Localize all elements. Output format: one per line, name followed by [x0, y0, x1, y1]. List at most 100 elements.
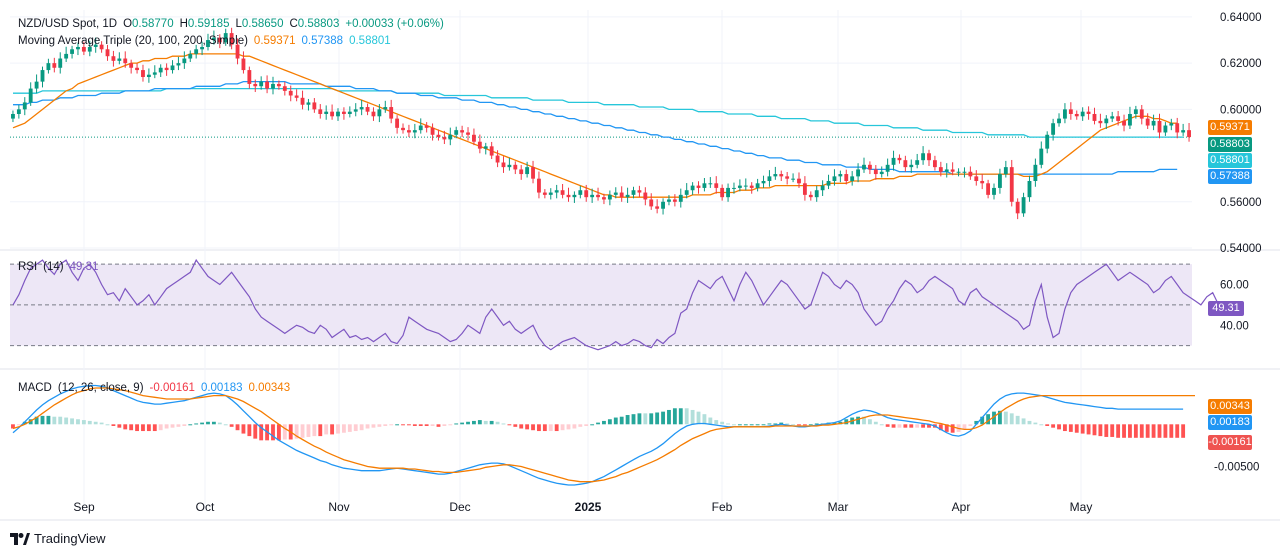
macd-hist-bar: [1068, 424, 1073, 432]
candle-body: [259, 81, 264, 87]
macd-hist-bar: [495, 421, 500, 425]
macd-hist-bar: [572, 424, 577, 429]
time-axis-label: May: [1070, 500, 1093, 514]
macd-hist-bar: [129, 424, 134, 431]
macd-hist-bar: [602, 420, 606, 425]
candle-body: [141, 70, 145, 78]
candle-body: [288, 90, 293, 96]
candle-body: [850, 176, 855, 181]
candle-body: [454, 130, 459, 135]
candle-body: [1021, 197, 1026, 214]
candle-body: [548, 192, 553, 195]
candle-body: [537, 178, 541, 193]
macd-hist-bar: [1110, 424, 1115, 437]
macd-hist-bar: [22, 421, 27, 425]
candle-body: [732, 187, 736, 189]
macd-hist-bar: [466, 421, 470, 425]
macd-hist-bar: [1139, 424, 1144, 438]
macd-hist-bar: [927, 424, 931, 428]
candle-body: [1051, 123, 1056, 135]
candle-body: [761, 180, 766, 184]
symbol-label[interactable]: NZD/USD Spot, 1D: [18, 18, 118, 30]
candle-body: [341, 111, 346, 114]
candle-body: [81, 46, 86, 52]
candle-body: [28, 88, 33, 103]
macd-hist-bar: [152, 424, 157, 432]
macd-hist-bar: [1169, 424, 1174, 438]
candle-body: [389, 107, 394, 119]
rsi-legend[interactable]: RSI (14) 49.31: [18, 260, 98, 274]
candle-body: [584, 190, 589, 198]
candle-body: [755, 183, 760, 188]
candle-body: [253, 83, 258, 87]
candle-body: [672, 199, 677, 202]
candle-body: [407, 130, 411, 133]
macd-hist-bar: [229, 424, 234, 427]
macd-hist-bar: [921, 424, 926, 428]
candle-body: [962, 171, 967, 173]
candle-body: [1122, 120, 1126, 126]
macd-hist-bar: [938, 424, 943, 431]
candle-body: [678, 194, 683, 202]
time-axis-label: Dec: [449, 500, 470, 514]
macd-legend[interactable]: MACD (12, 26, close, 9) -0.00161 0.00183…: [18, 381, 290, 395]
candle-body: [802, 183, 807, 195]
macd-hist-bar: [1133, 424, 1138, 438]
candle-body: [200, 46, 204, 50]
candle-body: [347, 111, 352, 114]
candle-body: [1187, 130, 1191, 138]
candle-body: [70, 49, 74, 54]
sma100-line: [13, 80, 1178, 175]
candle-body: [596, 194, 600, 198]
price-badge-sma20: 0.59371: [1208, 120, 1252, 135]
macd-hist-bar: [1051, 424, 1056, 428]
candle-body: [625, 194, 630, 198]
ma-legend[interactable]: Moving Average Triple (20, 100, 200, Sim…: [18, 34, 391, 48]
macd-hist-bar: [726, 423, 730, 425]
candle-body: [93, 44, 98, 47]
candle-body: [164, 67, 169, 71]
candle-body: [785, 176, 790, 179]
macd-hist-bar: [944, 424, 949, 432]
tradingview-logo[interactable]: TradingView: [10, 531, 106, 546]
macd-hist-bar: [1098, 424, 1103, 437]
macd-hist-bar: [105, 424, 110, 426]
macd-badge-signal: 0.00343: [1208, 399, 1252, 414]
candle-body: [76, 46, 80, 50]
candle-body: [797, 178, 801, 184]
macd-hist-bar: [507, 424, 512, 426]
macd-hist-bar: [259, 424, 264, 441]
macd-hist-bar: [271, 424, 275, 441]
candle-body: [64, 53, 69, 59]
macd-hist-bar: [70, 418, 74, 425]
candle-body: [749, 185, 754, 188]
candle-body: [684, 190, 689, 195]
candle-body: [395, 118, 400, 128]
candle-body: [247, 70, 252, 84]
macd-hist-bar: [477, 420, 482, 425]
macd-hist-bar: [1145, 424, 1150, 438]
macd-hist-bar: [998, 410, 1002, 425]
candle-body: [903, 160, 908, 168]
candle-body: [726, 187, 730, 198]
macd-hist-bar: [318, 424, 323, 437]
candle-body: [265, 81, 270, 89]
candle-body: [477, 141, 482, 149]
macd-hist-bar: [672, 408, 677, 425]
ma20-value: 0.59371: [253, 35, 296, 47]
macd-hist-bar: [158, 424, 163, 431]
candle-body: [52, 63, 57, 68]
candle-body: [1045, 134, 1050, 149]
macd-hist-bar: [371, 424, 376, 428]
macd-hist-bar: [903, 424, 908, 428]
macd-hist-bar: [862, 416, 866, 425]
candle-body: [667, 199, 671, 202]
macd-hist-bar: [87, 420, 92, 425]
macd-hist-bar: [247, 424, 252, 437]
candle-body: [271, 83, 275, 89]
candle-body: [1009, 167, 1014, 202]
macd-hist-bar: [732, 424, 736, 426]
candle-body: [412, 130, 417, 133]
